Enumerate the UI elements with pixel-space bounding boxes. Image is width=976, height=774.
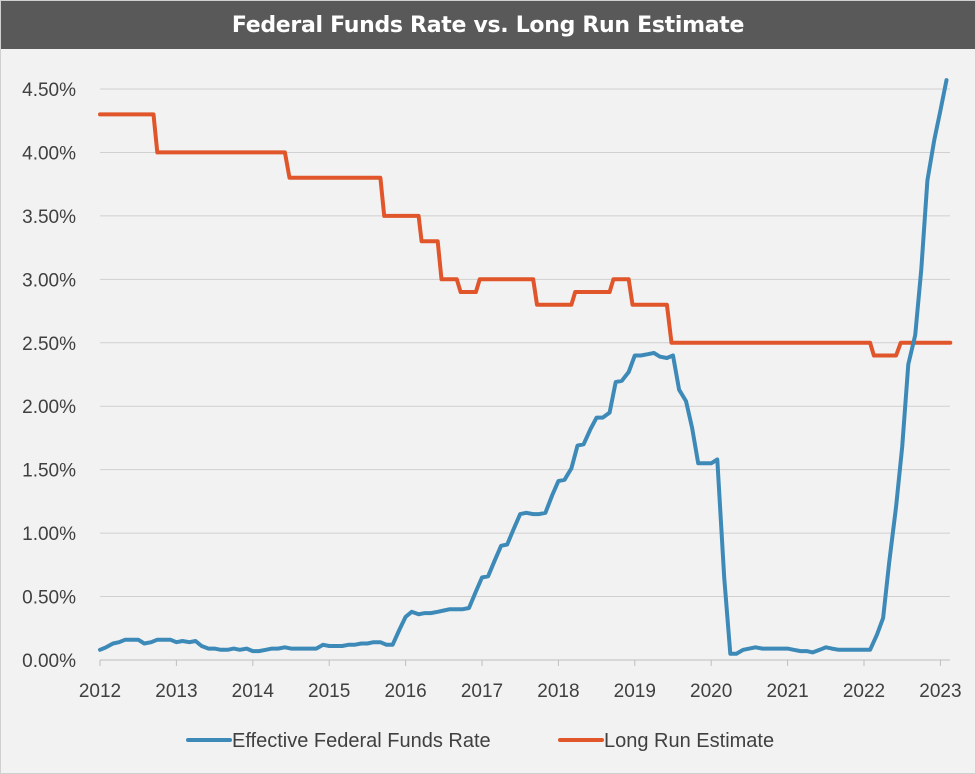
x-tick-label: 2020 bbox=[690, 681, 732, 702]
chart-title-bar: Federal Funds Rate vs. Long Run Estimate bbox=[1, 1, 975, 49]
y-tick-label: 4.00% bbox=[22, 143, 76, 164]
x-tick-label: 2016 bbox=[384, 681, 426, 702]
y-tick-label: 1.00% bbox=[22, 524, 76, 545]
x-tick-label: 2017 bbox=[461, 681, 503, 702]
y-tick-label: 3.00% bbox=[22, 270, 76, 291]
y-tick-label: 0.00% bbox=[22, 651, 76, 672]
x-tick-label: 2019 bbox=[614, 681, 656, 702]
x-tick-label: 2014 bbox=[232, 681, 275, 702]
x-tick-label: 2013 bbox=[155, 681, 197, 702]
x-tick-label: 2022 bbox=[843, 681, 885, 702]
y-tick-label: 1.50% bbox=[22, 461, 76, 482]
series-line-long-run-estimate bbox=[98, 112, 953, 358]
y-tick-label: 2.00% bbox=[22, 397, 76, 418]
legend-label-long-run-estimate: Long Run Estimate bbox=[604, 730, 774, 752]
x-tick-label: 2021 bbox=[766, 681, 808, 702]
series-line-effective-federal-funds-rate bbox=[98, 78, 949, 656]
chart-title: Federal Funds Rate vs. Long Run Estimate bbox=[231, 12, 745, 38]
legend-label-effective-federal-funds-rate: Effective Federal Funds Rate bbox=[232, 730, 491, 752]
y-tick-label: 0.50% bbox=[22, 588, 76, 609]
x-tick-label: 2012 bbox=[79, 681, 121, 702]
x-tick-label: 2015 bbox=[308, 681, 350, 702]
x-tick-label: 2023 bbox=[919, 681, 961, 702]
y-tick-label: 2.50% bbox=[22, 334, 76, 355]
y-tick-label: 3.50% bbox=[22, 207, 76, 228]
x-tick-label: 2018 bbox=[537, 681, 579, 702]
y-tick-label: 4.50% bbox=[22, 80, 76, 101]
